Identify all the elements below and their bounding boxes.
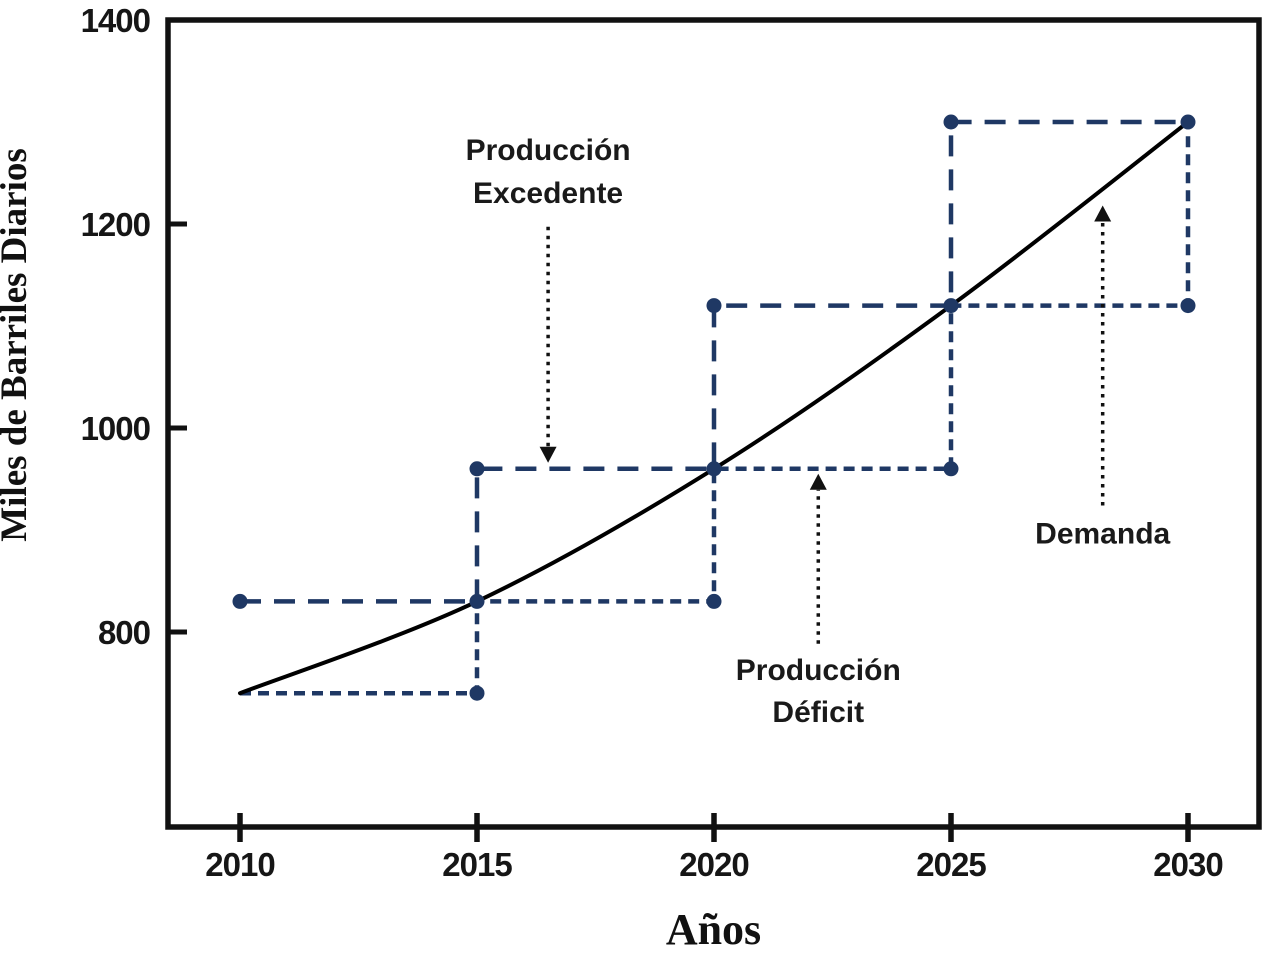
deficit-annotation-label: Déficit (772, 696, 864, 729)
excedente-production-line (240, 119, 1188, 604)
data-point-marker (469, 593, 485, 609)
x-axis-title: Años (666, 905, 761, 954)
y-axis-tick-label: 800 (98, 614, 150, 651)
y-axis-tick-label: 1000 (81, 410, 150, 447)
excedente-annotation-arrowhead (539, 446, 557, 463)
data-point-marker (943, 114, 959, 130)
data-point-marker (1180, 298, 1196, 314)
excedente-annotation-label: Excedente (473, 177, 623, 210)
data-point-marker (706, 461, 722, 477)
data-point-marker (469, 685, 485, 701)
data-point-marker (943, 298, 959, 314)
x-axis-tick-label: 2020 (679, 846, 748, 883)
x-axis-tick-label: 2030 (1153, 846, 1222, 883)
demanda-annotation-arrowhead (1094, 205, 1112, 222)
data-point-marker (943, 461, 959, 477)
demanda-annotation-label: Demanda (1035, 517, 1170, 550)
x-axis-tick-label: 2025 (916, 846, 986, 883)
data-point-marker (469, 461, 485, 477)
data-point-marker (232, 593, 248, 609)
deficit-annotation-label: Producción (736, 654, 901, 687)
data-point-marker (1180, 114, 1196, 130)
data-point-marker (706, 298, 722, 314)
x-axis-tick-label: 2015 (442, 846, 512, 883)
y-axis-tick-label: 1200 (81, 206, 150, 243)
y-axis-title: Miles de Barriles Diarios (0, 148, 35, 542)
y-axis-tick-label: 1400 (81, 2, 150, 39)
deficit-annotation-arrowhead (809, 473, 827, 490)
excedente-annotation-label: Producción (466, 134, 631, 167)
x-axis-tick-label: 2010 (205, 846, 274, 883)
data-point-marker (706, 593, 722, 609)
